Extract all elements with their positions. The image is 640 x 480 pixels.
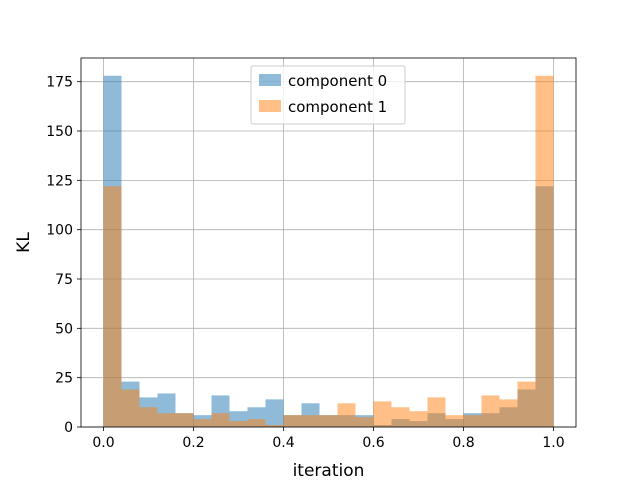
y-tick-label: 50 xyxy=(55,321,73,337)
bar-series-1 xyxy=(103,186,122,427)
x-tick-label: 0.4 xyxy=(272,435,294,451)
y-tick-label: 75 xyxy=(55,272,73,288)
y-tick-label: 100 xyxy=(46,223,73,239)
y-tick-label: 25 xyxy=(55,371,73,387)
y-tick-label: 175 xyxy=(46,75,73,91)
bar-series-1 xyxy=(265,425,284,427)
bar-series-1 xyxy=(481,395,500,427)
bar-series-1 xyxy=(157,413,176,427)
bar-series-1 xyxy=(373,401,392,427)
bar-series-1 xyxy=(121,389,140,427)
y-tick-label: 0 xyxy=(64,420,73,436)
bar-series-1 xyxy=(535,75,554,427)
bars-group xyxy=(103,75,554,427)
bar-series-1 xyxy=(337,403,356,427)
bar-series-1 xyxy=(139,407,158,427)
bar-series-1 xyxy=(247,419,266,427)
y-tick-label: 150 xyxy=(46,124,73,140)
bar-series-1 xyxy=(211,413,230,427)
bar-series-1 xyxy=(301,415,320,427)
legend-label: component 1 xyxy=(288,98,387,116)
legend: component 0 component 1 xyxy=(250,65,406,125)
y-axis-ticks: 0 25 50 75 100 125 150 175 xyxy=(46,75,81,436)
bar-series-1 xyxy=(355,417,374,427)
legend-label: component 0 xyxy=(288,72,387,90)
bar-series-1 xyxy=(463,415,482,427)
bar-series-1 xyxy=(499,399,518,427)
x-tick-label: 0.2 xyxy=(182,435,204,451)
bar-series-1 xyxy=(391,407,410,427)
bar-series-0 xyxy=(265,399,284,427)
legend-frame xyxy=(250,65,406,125)
bar-series-1 xyxy=(229,421,248,427)
x-axis-ticks: 0.0 0.2 0.4 0.6 0.8 1.0 xyxy=(92,427,565,451)
x-tick-label: 0.6 xyxy=(362,435,384,451)
x-tick-label: 0.0 xyxy=(92,435,114,451)
legend-swatch xyxy=(259,74,281,86)
bar-series-1 xyxy=(445,415,464,427)
plot-frame xyxy=(80,57,577,428)
bar-series-1 xyxy=(319,415,338,427)
legend-swatch xyxy=(259,100,281,112)
bar-series-1 xyxy=(517,381,536,427)
x-tick-label: 1.0 xyxy=(542,435,564,451)
bar-series-1 xyxy=(427,397,446,427)
x-tick-label: 0.8 xyxy=(452,435,474,451)
bar-series-1 xyxy=(175,413,194,427)
bar-series-1 xyxy=(193,419,212,427)
y-axis-label: KL xyxy=(14,232,34,253)
x-axis-label: iteration xyxy=(293,461,365,480)
bar-series-1 xyxy=(409,411,428,427)
y-tick-label: 125 xyxy=(46,173,73,189)
bar-series-1 xyxy=(283,415,302,427)
